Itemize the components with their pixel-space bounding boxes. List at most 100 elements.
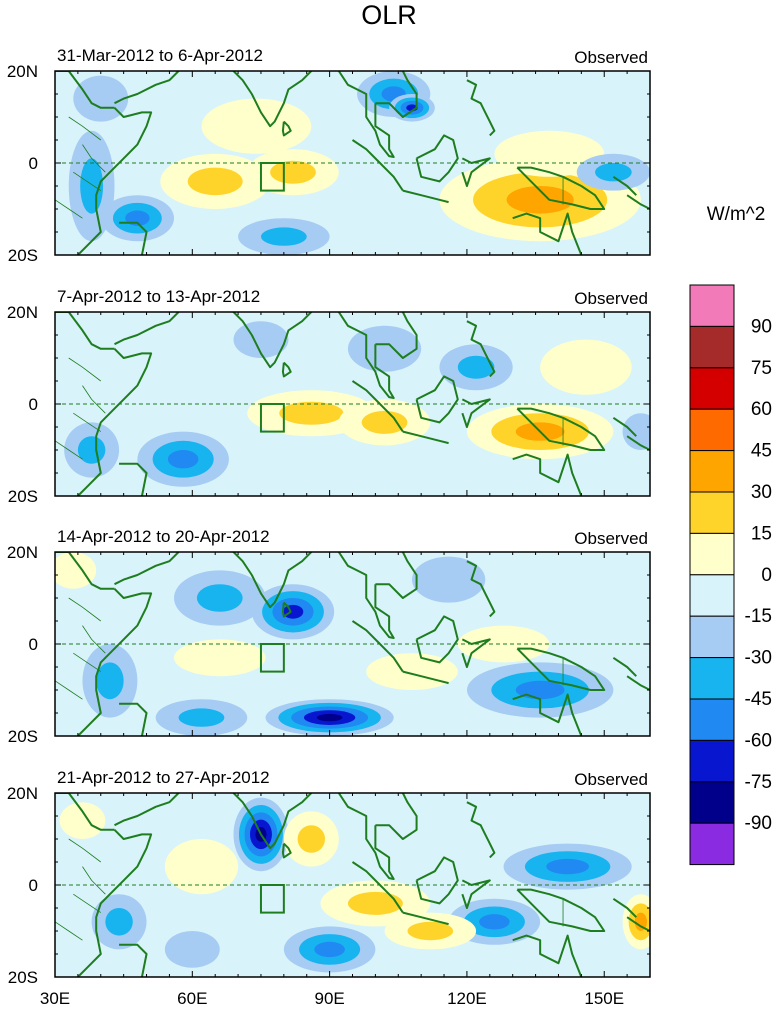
anomaly-contour bbox=[196, 584, 243, 612]
coastlines bbox=[55, 793, 650, 977]
coastline bbox=[77, 829, 153, 977]
coastline bbox=[516, 647, 606, 691]
country-border bbox=[73, 652, 101, 672]
colorbar-swatch bbox=[689, 367, 735, 410]
coastlines bbox=[55, 312, 650, 496]
y-tick-label: 20N bbox=[7, 543, 38, 562]
coastline bbox=[461, 398, 491, 428]
coastline bbox=[466, 79, 496, 137]
coastline bbox=[402, 189, 449, 204]
anomaly-contour bbox=[164, 931, 220, 968]
x-tick-label: 90E bbox=[314, 989, 344, 1008]
olr-panel: 20N 0 20S 14-Apr-2012 to 20-Apr-2012 Observe… bbox=[7, 527, 651, 746]
colorbar-swatch bbox=[689, 325, 735, 369]
coastlines bbox=[55, 71, 650, 255]
coastline bbox=[415, 856, 459, 905]
coastline bbox=[55, 312, 115, 350]
anomaly-contour bbox=[73, 75, 129, 122]
coastline bbox=[461, 157, 491, 187]
colorbar-swatch bbox=[689, 574, 735, 617]
anomaly-contour bbox=[59, 802, 106, 839]
coastline bbox=[281, 842, 292, 859]
colorbar: 90 75 60 45 30 15 0 -15 -30 -45 -60 -75 -90 bbox=[689, 284, 772, 866]
coastline bbox=[612, 656, 637, 677]
anomaly-contour bbox=[96, 662, 124, 700]
coastline bbox=[516, 888, 606, 932]
anomaly-contour bbox=[270, 160, 316, 184]
study-box bbox=[259, 884, 285, 914]
colorbar-swatch bbox=[689, 491, 735, 534]
coastline bbox=[119, 702, 148, 736]
colorbar-swatch bbox=[689, 615, 735, 659]
anomaly-contour bbox=[412, 556, 486, 603]
coastline bbox=[512, 212, 583, 255]
study-box bbox=[259, 643, 285, 673]
coastline bbox=[512, 693, 583, 736]
x-tick-label: 150E bbox=[584, 989, 624, 1008]
anomaly-contour bbox=[314, 941, 345, 958]
olr-panel: 20N 0 20S 7-Apr-2012 to 13-Apr-2012 Observed bbox=[7, 287, 651, 506]
colorbar-label: -45 bbox=[745, 689, 772, 710]
y-tick-label: 20N bbox=[7, 784, 38, 803]
y-tick-label: 0 bbox=[29, 876, 38, 895]
anomaly-contour bbox=[282, 604, 304, 619]
panel-tag: Observed bbox=[574, 289, 648, 308]
anomaly-contour bbox=[407, 921, 454, 941]
coastline bbox=[461, 879, 491, 909]
anomaly-contour bbox=[77, 436, 106, 464]
anomaly-contour bbox=[347, 891, 403, 915]
anomaly-contour bbox=[55, 552, 97, 589]
anomaly-field bbox=[55, 71, 650, 255]
country-border bbox=[55, 921, 83, 941]
coastline bbox=[626, 435, 650, 451]
coastline bbox=[512, 934, 583, 977]
coastline bbox=[114, 793, 180, 827]
olr-panel: 20N 0 20S 31-Mar-2012 to 6-Apr-2012 Observed bbox=[7, 46, 651, 265]
panel-tag: Observed bbox=[574, 48, 648, 67]
anomaly-contour bbox=[595, 163, 632, 182]
anomaly-contour bbox=[546, 858, 589, 875]
coastline bbox=[77, 348, 153, 496]
colorbar-swatch bbox=[689, 739, 735, 783]
panel-date-range: 21-Apr-2012 to 27-Apr-2012 bbox=[57, 768, 270, 787]
coastline bbox=[55, 793, 115, 831]
coastline bbox=[114, 312, 180, 346]
coastline bbox=[626, 675, 650, 691]
olr-panels: 20N 0 20S 31-Mar-2012 to 6-Apr-2012 Observed… bbox=[7, 46, 651, 987]
coastline bbox=[516, 407, 606, 451]
coastline bbox=[415, 134, 459, 183]
country-border bbox=[82, 385, 106, 414]
y-tick-label: 0 bbox=[29, 154, 38, 173]
country-border bbox=[82, 144, 106, 173]
anomaly-contour bbox=[260, 227, 307, 246]
olr-panel: 20N 0 20S 21-Apr-2012 to 27-Apr-2012 Observe… bbox=[7, 768, 651, 987]
coastline bbox=[337, 793, 395, 881]
anomaly-contour bbox=[361, 410, 408, 434]
anomaly-contour bbox=[457, 355, 495, 379]
study-box bbox=[259, 162, 285, 192]
coastline bbox=[612, 175, 637, 196]
anomaly-field bbox=[55, 552, 650, 736]
coastline bbox=[281, 120, 292, 137]
coastline bbox=[626, 916, 650, 932]
anomaly-contour bbox=[297, 825, 326, 853]
coastline bbox=[232, 71, 313, 128]
coastline bbox=[337, 71, 395, 159]
anomaly-contour bbox=[366, 653, 458, 690]
colorbar-label: 90 bbox=[751, 316, 772, 337]
country-border bbox=[68, 357, 102, 382]
coastline bbox=[512, 453, 583, 496]
anomaly-contour bbox=[316, 713, 343, 722]
anomaly-contour bbox=[506, 186, 574, 214]
anomaly-contour bbox=[167, 450, 199, 469]
coastline bbox=[119, 221, 148, 255]
country-border bbox=[68, 597, 102, 622]
coastline bbox=[612, 897, 637, 918]
colorbar-units-label: W/m^2 bbox=[707, 204, 766, 225]
y-tick-label: 0 bbox=[29, 635, 38, 654]
y-tick-label: 20S bbox=[8, 487, 38, 506]
anomaly-contour bbox=[174, 639, 266, 677]
colorbar-label: 30 bbox=[751, 482, 772, 503]
anomaly-contour bbox=[279, 401, 344, 425]
